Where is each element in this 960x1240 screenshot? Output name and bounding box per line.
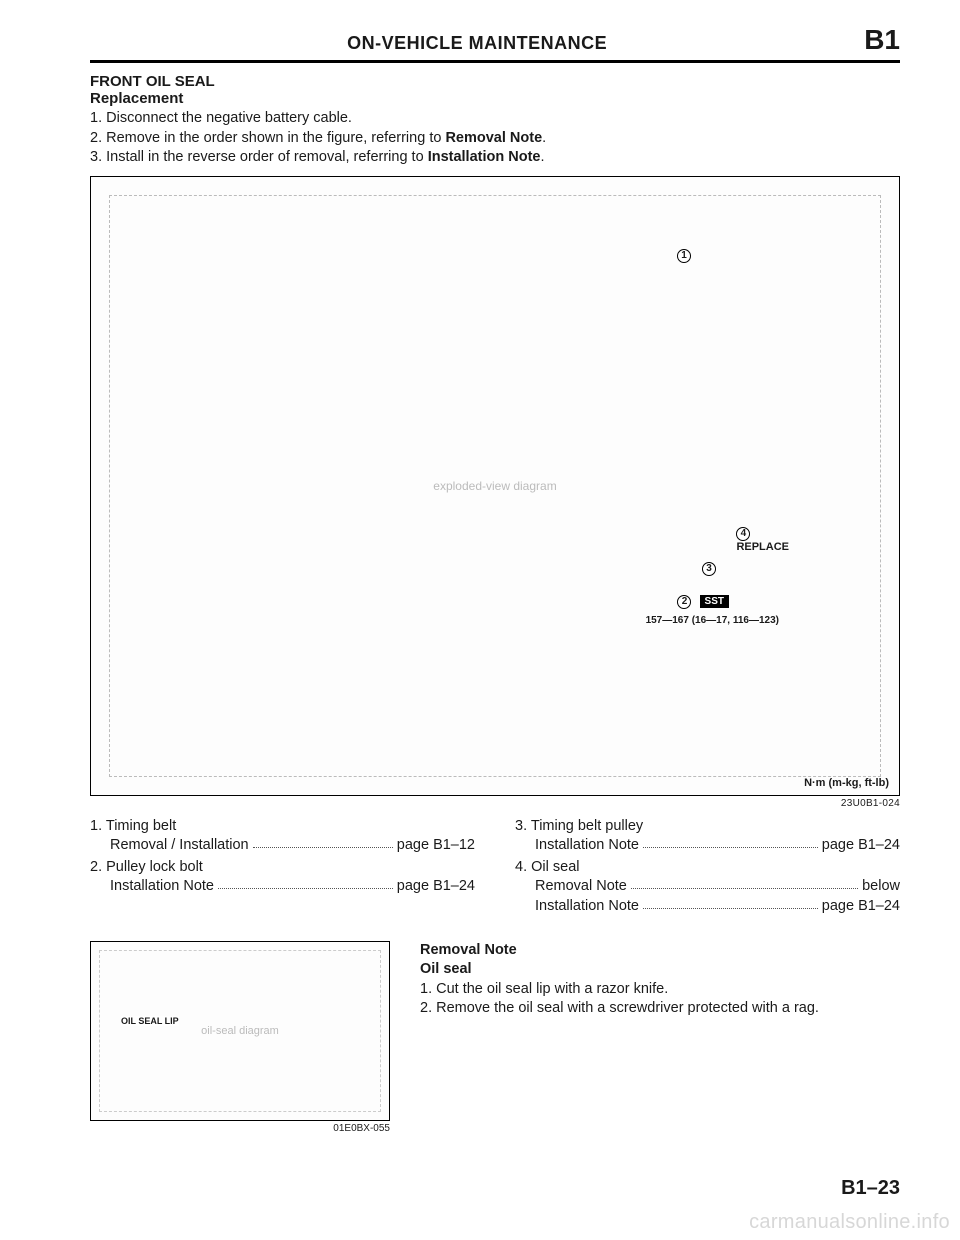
small-figure-id: 01E0BX-055	[90, 1123, 390, 1134]
parts-col-left: 1. Timing belt Removal / Installation pa…	[90, 817, 475, 919]
small-fig-placeholder: oil-seal diagram	[99, 950, 381, 1112]
section-title: FRONT OIL SEAL	[90, 73, 900, 90]
lower-row: oil-seal diagram OIL SEAL LIP 01E0BX-055…	[90, 941, 900, 1134]
watermark: carmanualsonline.info	[749, 1211, 950, 1234]
step-list: 1. Disconnect the negative battery cable…	[90, 109, 900, 168]
section-block: FRONT OIL SEAL Replacement 1. Disconnect…	[90, 73, 900, 168]
torque-spec: 157—167 (16—17, 116—123)	[646, 615, 779, 626]
note-line-2: 2. Remove the oil seal with a screwdrive…	[420, 999, 900, 1019]
figure-id: 23U0B1-024	[90, 798, 900, 809]
header-title: ON-VEHICLE MAINTENANCE	[90, 33, 864, 54]
page-header: ON-VEHICLE MAINTENANCE B1	[90, 24, 900, 63]
small-figure-wrap: oil-seal diagram OIL SEAL LIP 01E0BX-055	[90, 941, 390, 1134]
callout-3: 3	[702, 562, 719, 576]
small-figure: oil-seal diagram OIL SEAL LIP	[90, 941, 390, 1121]
callout-1: 1	[677, 249, 694, 263]
part-4: 4. Oil seal Removal Note below Installat…	[515, 858, 900, 917]
main-figure: exploded-view diagram 1 4 REPLACE 3 2 SS…	[90, 176, 900, 796]
page-number: B1–23	[841, 1177, 900, 1200]
note-line-1: 1. Cut the oil seal lip with a razor kni…	[420, 980, 900, 1000]
note-title: Removal Note	[420, 941, 900, 961]
header-code: B1	[864, 24, 900, 56]
removal-note: Removal Note Oil seal 1. Cut the oil sea…	[420, 941, 900, 1134]
section-subtitle: Replacement	[90, 90, 900, 107]
part-2: 2. Pulley lock bolt Installation Note pa…	[90, 858, 475, 897]
part-3: 3. Timing belt pulley Installation Note …	[515, 817, 900, 856]
torque-units: N·m (m-kg, ft-lb)	[804, 777, 889, 789]
note-subtitle: Oil seal	[420, 960, 900, 980]
figure-diagram-placeholder: exploded-view diagram	[109, 195, 881, 777]
part-1: 1. Timing belt Removal / Installation pa…	[90, 817, 475, 856]
parts-col-right: 3. Timing belt pulley Installation Note …	[515, 817, 900, 919]
callout-4: 4 REPLACE	[736, 527, 789, 553]
oil-seal-lip-label: OIL SEAL LIP	[121, 1016, 179, 1026]
step-1: 1. Disconnect the negative battery cable…	[90, 109, 900, 129]
step-2: 2. Remove in the order shown in the figu…	[90, 129, 900, 149]
step-3: 3. Install in the reverse order of remov…	[90, 148, 900, 168]
replace-label: REPLACE	[736, 541, 789, 553]
callout-2: 2 SST	[677, 595, 729, 609]
sst-badge: SST	[700, 595, 729, 608]
parts-list: 1. Timing belt Removal / Installation pa…	[90, 817, 900, 919]
